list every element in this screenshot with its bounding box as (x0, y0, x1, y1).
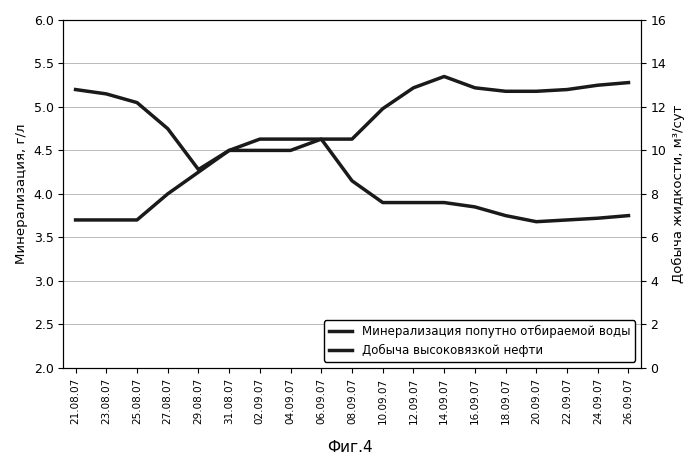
Y-axis label: Минерализация, г/л: Минерализация, г/л (15, 124, 28, 264)
Text: Фиг.4: Фиг.4 (327, 441, 373, 456)
Y-axis label: Добыча жидкости, м³/сут: Добыча жидкости, м³/сут (672, 105, 685, 283)
Legend: Минерализация попутно отбираемой воды, Добыча высоковязкой нефти: Минерализация попутно отбираемой воды, Д… (324, 320, 635, 362)
